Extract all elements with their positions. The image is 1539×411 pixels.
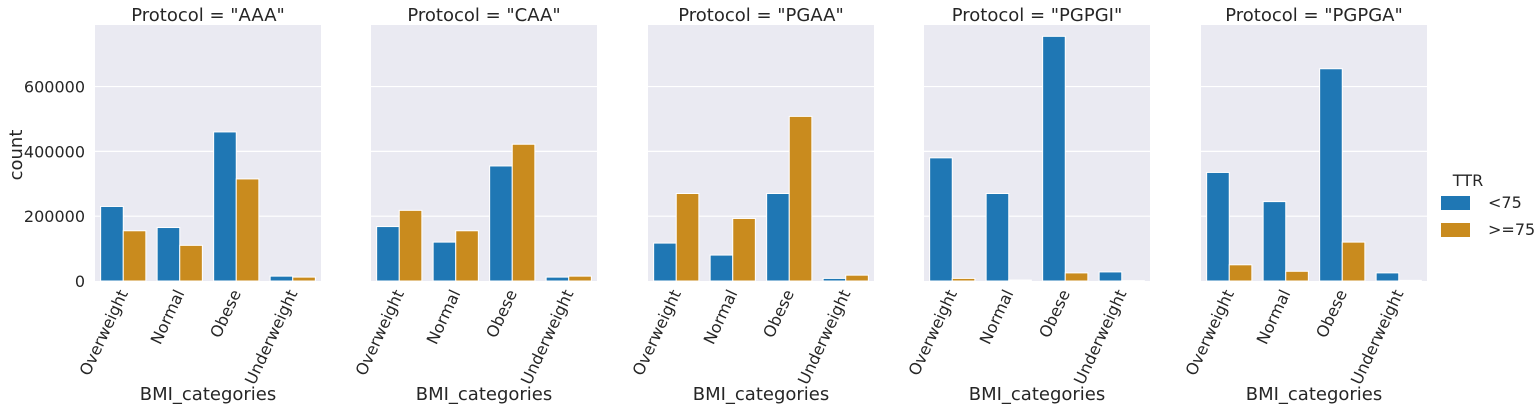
- x-axis-label: BMI_categories: [693, 384, 830, 405]
- x-tick-label: Overweight: [1182, 287, 1238, 379]
- panel-5: Protocol = "PGPGA" Overweight Normal ObeseU…: [1182, 5, 1427, 405]
- panel-background: [1201, 25, 1427, 281]
- x-axis-label: BMI_categories: [140, 384, 277, 405]
- x-tick-label: Normal: [423, 287, 465, 347]
- bar-normal-ge75: [1008, 279, 1032, 282]
- y-tick-label: 0: [75, 272, 85, 291]
- x-tick-label: Overweight: [629, 287, 685, 379]
- bar-underweight-lt75: [269, 275, 294, 282]
- x-tick-label: Obese: [482, 287, 521, 341]
- bar-normal-ge75: [455, 230, 479, 282]
- bar-underweight-ge75: [292, 276, 316, 282]
- x-tick-label: Overweight: [352, 287, 408, 379]
- panel-1: Protocol = "AAA" Overweight Normal ObeseUnd…: [24, 5, 321, 405]
- bar-obese-lt75: [766, 193, 790, 282]
- bar-overweight-lt75: [929, 157, 953, 282]
- x-tick-label: Normal: [700, 287, 742, 347]
- bar-underweight-lt75: [545, 276, 570, 282]
- bar-overweight-ge75: [675, 193, 700, 282]
- panel-title: Protocol = "PGPGI": [952, 5, 1123, 26]
- legend: TTR <75 >=75: [1441, 171, 1535, 239]
- x-tick-label: Obese: [1312, 287, 1351, 341]
- panel-title: Protocol = "AAA": [131, 5, 285, 26]
- x-axis-label: BMI_categories: [969, 384, 1106, 405]
- y-tick-label: 600000: [24, 78, 85, 97]
- bar-normal-ge75: [1285, 270, 1309, 282]
- bar-obese-ge75: [235, 178, 260, 282]
- bar-obese-ge75: [1341, 241, 1366, 282]
- bar-normal-ge75: [179, 244, 203, 282]
- y-tick-label: 200000: [24, 207, 85, 226]
- bar-normal-lt75: [156, 227, 181, 282]
- bar-overweight-ge75: [1228, 264, 1253, 282]
- bar-underweight-ge75: [568, 275, 592, 282]
- panel-background: [924, 25, 1150, 281]
- bar-normal-lt75: [432, 241, 457, 282]
- x-tick-label: Underweight: [1347, 287, 1407, 388]
- x-tick-label: Overweight: [905, 287, 961, 379]
- legend-label: <75: [1488, 193, 1522, 212]
- legend-title: TTR: [1452, 171, 1483, 190]
- bar-normal-lt75: [1262, 201, 1287, 282]
- x-tick-label: Overweight: [76, 287, 132, 379]
- bar-obese-lt75: [1042, 35, 1066, 282]
- x-tick-label: Normal: [147, 287, 189, 347]
- bar-overweight-lt75: [100, 205, 124, 282]
- bar-obese-lt75: [213, 131, 237, 282]
- x-tick-label: Obese: [759, 287, 798, 341]
- bar-overweight-ge75: [122, 230, 147, 282]
- panel-title: Protocol = "CAA": [407, 5, 560, 26]
- x-tick-label: Underweight: [241, 287, 301, 388]
- y-axis-label: count: [6, 130, 27, 181]
- bar-overweight-lt75: [1206, 171, 1230, 282]
- bar-normal-ge75: [732, 217, 756, 282]
- x-axis-label: BMI_categories: [1246, 384, 1383, 405]
- x-tick-label: Underweight: [517, 287, 577, 388]
- bar-underweight-lt75: [1098, 271, 1123, 282]
- bar-obese-lt75: [1319, 68, 1343, 282]
- legend-label: >=75: [1488, 220, 1535, 239]
- bar-obese-ge75: [788, 115, 813, 282]
- legend-swatch: [1441, 223, 1470, 237]
- panel-title: Protocol = "PGAA": [678, 5, 844, 26]
- x-tick-label: Normal: [1253, 287, 1295, 347]
- panel-3: Protocol = "PGAA" Overweight Normal ObeseUn…: [629, 5, 874, 405]
- legend-swatch: [1441, 196, 1470, 210]
- bar-overweight-lt75: [653, 242, 677, 282]
- bar-overweight-lt75: [376, 226, 400, 282]
- bar-overweight-ge75: [398, 209, 423, 282]
- bar-overweight-ge75: [951, 277, 976, 282]
- x-axis-label: BMI_categories: [416, 384, 553, 405]
- x-tick-label: Obese: [206, 287, 245, 341]
- bar-underweight-ge75: [1398, 279, 1422, 282]
- bar-obese-ge75: [511, 143, 536, 282]
- bar-underweight-lt75: [822, 277, 847, 282]
- bar-normal-lt75: [709, 254, 734, 282]
- panel-title: Protocol = "PGPGA": [1225, 5, 1403, 26]
- y-tick-label: 400000: [24, 142, 85, 161]
- bar-obese-ge75: [1064, 272, 1089, 282]
- x-tick-label: Obese: [1035, 287, 1074, 341]
- bar-obese-lt75: [489, 165, 513, 282]
- bar-underweight-ge75: [845, 274, 869, 282]
- panel-2: Protocol = "CAA" Overweight Normal ObeseUnd…: [352, 5, 597, 405]
- bar-underweight-lt75: [1375, 272, 1400, 282]
- bar-normal-lt75: [985, 193, 1010, 282]
- x-tick-label: Normal: [976, 287, 1018, 347]
- x-tick-label: Underweight: [1070, 287, 1130, 388]
- panel-4: Protocol = "PGPGI" Overweight Normal ObeseU…: [905, 5, 1150, 405]
- x-tick-label: Underweight: [794, 287, 854, 388]
